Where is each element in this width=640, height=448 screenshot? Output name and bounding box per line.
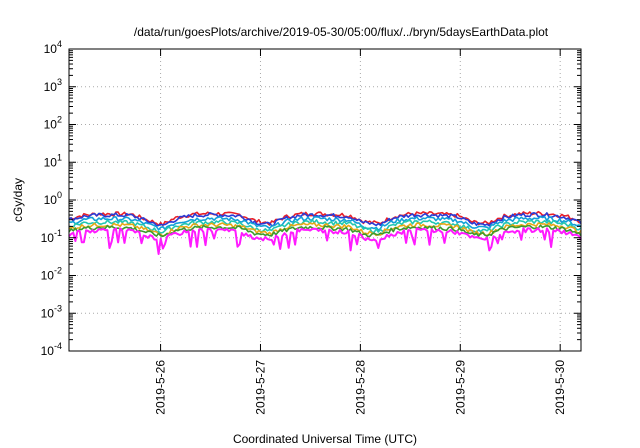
y-tick-label: 100	[44, 190, 62, 207]
y-tick-label: 10-1	[41, 228, 62, 245]
x-axis-label: Coordinated Universal Time (UTC)	[233, 432, 417, 446]
series-line	[68, 224, 582, 238]
chart-title: /data/run/goesPlots/archive/2019-05-30/0…	[134, 25, 549, 39]
y-axis-label: cGy/day	[11, 178, 25, 222]
y-tick-label: 10-2	[41, 266, 62, 283]
x-tick-label: 2019-5-29	[453, 360, 467, 415]
x-tick-label: 2019-5-27	[253, 360, 267, 415]
y-tick-label: 102	[44, 115, 62, 132]
grid	[69, 49, 581, 351]
series-line	[68, 219, 582, 234]
x-axis: 2019-5-26 2019-5-27 2019-5-28 2019-5-29 2019…	[154, 49, 567, 415]
x-tick-label: 2019-5-28	[353, 360, 367, 415]
y-tick-label: 101	[44, 152, 62, 169]
series-line	[68, 227, 582, 255]
y-tick-label: 104	[44, 39, 62, 56]
x-tick-label: 2019-5-30	[553, 360, 567, 415]
x-tick-label: 2019-5-26	[154, 360, 168, 415]
y-axis: 10-4 10-3 10-2 10-1 100 101 102 103 104	[41, 39, 581, 358]
series-line	[68, 215, 582, 231]
series-line	[68, 222, 582, 237]
series-group	[68, 210, 582, 255]
y-tick-label: 10-3	[41, 303, 62, 320]
y-tick-label: 103	[44, 77, 62, 94]
y-tick-label: 10-4	[41, 341, 62, 358]
